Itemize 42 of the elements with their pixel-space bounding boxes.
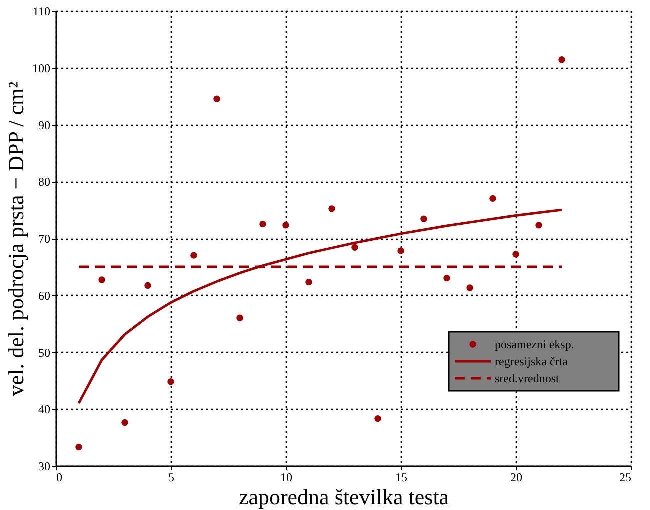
point: [282, 222, 290, 229]
point: [352, 244, 358, 251]
y-tick-label: 40: [38, 402, 50, 417]
point: [398, 248, 404, 254]
x-tick-label: 15: [396, 470, 408, 484]
point: [490, 195, 496, 202]
y-tick-label: 90: [38, 118, 50, 132]
point: [76, 444, 82, 451]
point: [168, 378, 174, 386]
y-tick-label: 110: [32, 4, 50, 18]
point: [536, 222, 542, 229]
point: [236, 314, 244, 322]
point: [214, 96, 220, 103]
point: [420, 216, 428, 223]
point: [122, 419, 128, 426]
x-tick-label: 10: [280, 470, 292, 484]
legend-label: posamezni eksp.: [495, 338, 574, 352]
point: [558, 56, 566, 64]
y-tick-label: 30: [38, 460, 50, 474]
x-tick-label: 5: [168, 470, 174, 484]
y-axis-title: vel. del. podrocja prsta − DPP / cm²: [4, 81, 28, 396]
x-axis-title: zaporedna številka testa: [238, 484, 450, 510]
point: [260, 220, 266, 228]
point: [466, 284, 474, 292]
y-tick-label: 80: [38, 175, 50, 190]
x-tick-label: 25: [620, 470, 632, 484]
x-tick-label: 0: [56, 470, 62, 484]
point: [98, 276, 106, 284]
point: [512, 251, 520, 258]
y-tick-label: 60: [38, 288, 50, 303]
legend-label: sred.vrednost: [495, 372, 560, 386]
point: [374, 415, 382, 422]
point: [306, 278, 312, 286]
point: [328, 206, 336, 212]
y-tick-label: 100: [32, 61, 50, 76]
y-tick-label: 50: [38, 346, 50, 360]
legend-label: regresijska črta: [495, 354, 569, 368]
y-tick-label: 70: [38, 232, 50, 246]
x-tick-label: 20: [510, 470, 522, 484]
point: [144, 282, 152, 290]
point: [444, 274, 450, 282]
point: [190, 252, 198, 259]
